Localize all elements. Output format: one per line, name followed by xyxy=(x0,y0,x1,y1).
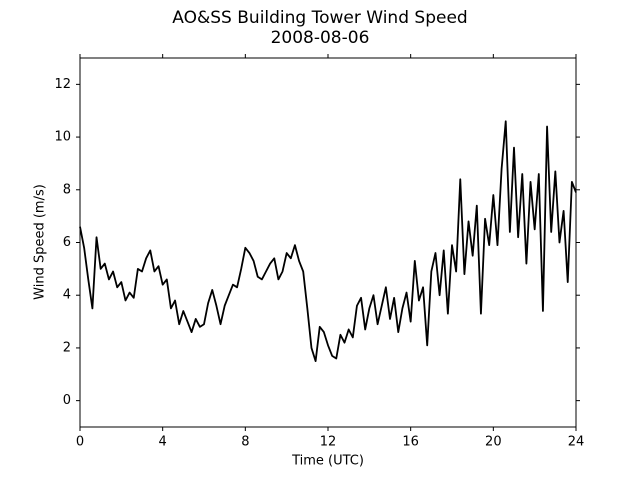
x-axis-label: Time (UTC) xyxy=(291,454,364,469)
x-tick-label: 0 xyxy=(76,435,84,450)
x-tick-label: 20 xyxy=(485,435,502,450)
x-tick-label: 8 xyxy=(241,435,249,450)
x-tick-label: 16 xyxy=(402,435,419,450)
x-tick-label: 12 xyxy=(320,435,337,450)
x-tick-label: 4 xyxy=(159,435,167,450)
y-tick-label: 0 xyxy=(63,393,71,408)
y-tick-label: 4 xyxy=(63,288,71,303)
plot-frame xyxy=(79,57,577,428)
chart-subtitle: 2008-08-06 xyxy=(271,28,370,48)
data-line xyxy=(79,120,577,363)
y-tick-label: 8 xyxy=(63,182,71,197)
y-tick-label: 2 xyxy=(63,340,71,355)
y-tick-label: 10 xyxy=(54,130,71,145)
x-tick-label: 24 xyxy=(568,435,585,450)
y-tick-label: 12 xyxy=(54,77,71,92)
y-axis-label: Wind Speed (m/s) xyxy=(33,184,48,300)
y-tick-label: 6 xyxy=(63,235,71,250)
chart-title: AO&SS Building Tower Wind Speed xyxy=(172,8,467,28)
